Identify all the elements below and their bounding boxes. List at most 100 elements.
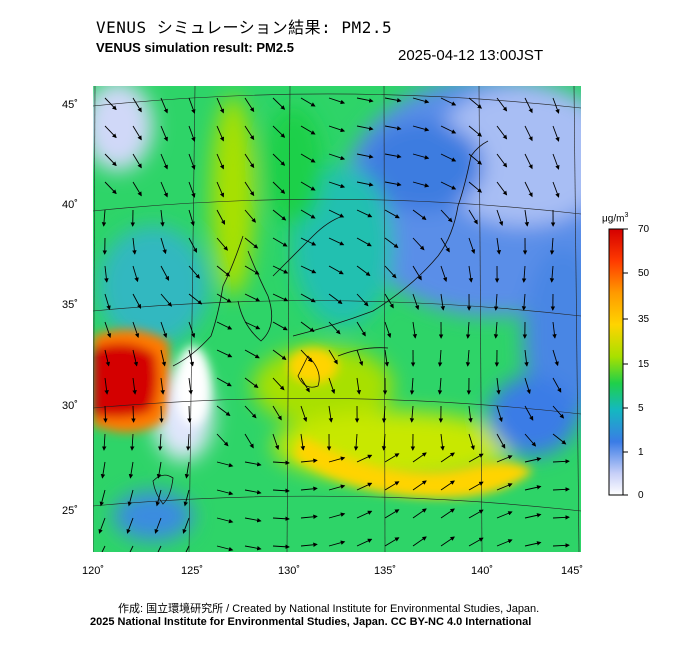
lat-label-35: 35˚ bbox=[62, 299, 78, 311]
wind-arrow bbox=[244, 405, 257, 419]
wind-arrow bbox=[496, 433, 506, 449]
wind-arrow bbox=[157, 433, 163, 451]
lat-label-45: 45˚ bbox=[62, 99, 78, 111]
wind-arrow bbox=[496, 511, 513, 519]
wind-arrow bbox=[328, 456, 346, 463]
wind-arrow bbox=[493, 321, 499, 339]
wind-arrow bbox=[328, 237, 345, 246]
wind-arrow bbox=[216, 153, 225, 170]
wind-arrow bbox=[272, 125, 286, 138]
wind-arrow bbox=[129, 545, 134, 552]
wind-arrow bbox=[98, 517, 106, 534]
wind-arrow bbox=[328, 97, 346, 105]
wind-arrow bbox=[468, 433, 475, 451]
credit-text: 作成: 国立環境研究所 / Created by National Instit… bbox=[118, 603, 540, 615]
wind-arrow bbox=[300, 542, 318, 547]
wind-arrow bbox=[384, 153, 402, 159]
title-english: VENUS simulation result: PM2.5 bbox=[96, 40, 294, 55]
wind-arrow bbox=[412, 536, 427, 547]
wind-arrow bbox=[496, 181, 508, 196]
wind-arrow bbox=[216, 97, 225, 114]
wind-arrow bbox=[412, 293, 420, 310]
wind-arrow bbox=[384, 321, 392, 338]
wind-arrow bbox=[244, 181, 255, 197]
wind-arrow bbox=[216, 265, 231, 277]
wind-arrow bbox=[244, 517, 262, 523]
lon-label-130: 130˚ bbox=[278, 565, 301, 577]
wind-arrow bbox=[216, 125, 225, 142]
wind-arrow bbox=[524, 153, 533, 170]
wind-arrow bbox=[104, 125, 117, 139]
wind-arrow bbox=[244, 377, 259, 389]
wind-arrow bbox=[496, 405, 503, 423]
wind-arrow bbox=[103, 405, 108, 423]
wind-arrow bbox=[272, 349, 287, 361]
wind-arrow bbox=[496, 153, 508, 168]
wind-arrow bbox=[521, 293, 527, 311]
wind-arrow bbox=[188, 377, 193, 395]
wind-arrow bbox=[552, 377, 562, 393]
wind-arrow bbox=[300, 433, 306, 451]
wind-arrow bbox=[468, 265, 474, 283]
wind-arrow bbox=[187, 405, 192, 423]
wind-arrow bbox=[412, 153, 430, 160]
wind-arrow bbox=[440, 209, 453, 223]
wind-arrow bbox=[328, 321, 341, 335]
lon-label-140: 140˚ bbox=[471, 565, 494, 577]
wind-arrow bbox=[384, 237, 399, 249]
wind-arrow bbox=[244, 125, 255, 141]
wind-arrow bbox=[300, 97, 316, 107]
wind-arrow bbox=[524, 209, 530, 227]
wind-arrow bbox=[552, 433, 567, 445]
wind-arrow bbox=[524, 485, 542, 491]
wind-arrow bbox=[272, 377, 285, 391]
wind-arrow bbox=[184, 461, 190, 479]
wind-arrow bbox=[440, 237, 450, 253]
wind-arrow bbox=[272, 181, 286, 194]
pm25-map bbox=[93, 86, 581, 552]
wind-arrow bbox=[356, 454, 373, 463]
wind-arrow bbox=[496, 209, 504, 226]
wind-arrow bbox=[412, 452, 427, 463]
lon-label-125: 125˚ bbox=[181, 565, 204, 577]
wind-arrow bbox=[132, 321, 140, 338]
wind-arrow bbox=[496, 377, 501, 395]
wind-arrow bbox=[132, 181, 142, 197]
wind-arrow bbox=[300, 486, 318, 491]
colorbar-label-70: 70 bbox=[638, 224, 650, 235]
title-japanese: VENUS シミュレーション結果: PM2.5 bbox=[96, 18, 393, 37]
wind-arrow bbox=[468, 405, 473, 423]
wind-arrow bbox=[188, 181, 196, 198]
colorbar bbox=[608, 228, 628, 496]
wind-arrow bbox=[300, 405, 308, 422]
wind-arrow bbox=[381, 405, 387, 423]
wind-arrow bbox=[496, 455, 513, 463]
wind-arrow bbox=[356, 237, 372, 247]
wind-arrow bbox=[468, 237, 476, 254]
wind-arrow bbox=[300, 209, 316, 219]
wind-arrow bbox=[272, 460, 290, 466]
wind-arrow bbox=[412, 265, 422, 281]
colorbar-unit: μg/m3 bbox=[602, 212, 629, 225]
wind-arrow bbox=[128, 461, 134, 479]
wind-arrow bbox=[216, 489, 234, 496]
wind-arrow bbox=[244, 489, 262, 495]
wind-arrow bbox=[216, 349, 233, 358]
wind-arrow bbox=[468, 481, 484, 491]
timestamp: 2025-04-12 13:00JST bbox=[398, 47, 544, 64]
colorbar-label-50: 50 bbox=[638, 268, 650, 279]
wind-arrow bbox=[496, 539, 513, 547]
wind-arrow bbox=[524, 125, 533, 142]
wind-arrow bbox=[468, 181, 482, 193]
wind-arrow bbox=[552, 97, 560, 114]
wind-arrow bbox=[244, 265, 260, 275]
wind-arrow bbox=[328, 484, 346, 491]
wind-arrow bbox=[496, 483, 513, 491]
wind-arrow bbox=[101, 545, 106, 552]
wind-arrow bbox=[384, 209, 400, 219]
wind-arrow bbox=[356, 97, 374, 103]
wind-arrow bbox=[132, 153, 142, 169]
wind-arrow bbox=[328, 181, 346, 189]
wind-arrow bbox=[129, 433, 135, 451]
wind-arrow bbox=[328, 540, 346, 547]
